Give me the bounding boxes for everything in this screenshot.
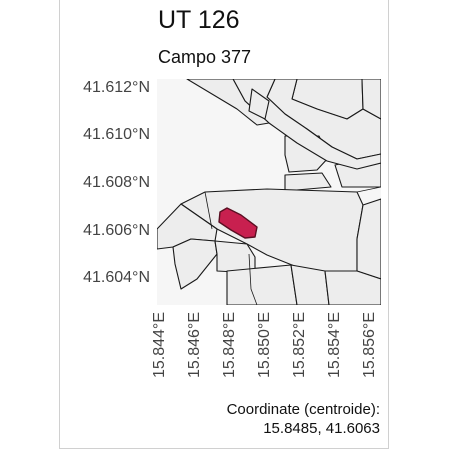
lat-tick-label: 41.608°N xyxy=(83,174,150,191)
lat-tick-label: 41.604°N xyxy=(83,269,150,286)
parcel-boundary xyxy=(356,186,381,193)
lon-tick-label: 15.844°E xyxy=(151,312,168,379)
lon-tick-label: 15.846°E xyxy=(186,312,203,379)
parcel[interactable] xyxy=(290,264,330,305)
lon-tick-label: 15.850°E xyxy=(256,312,273,379)
lon-tick-label: 15.848°E xyxy=(221,312,238,379)
parcel[interactable] xyxy=(186,79,270,126)
lon-tick-label: 15.854°E xyxy=(326,312,343,379)
parcel[interactable] xyxy=(248,88,270,120)
lat-tick-label: 41.606°N xyxy=(83,222,150,239)
parcel[interactable] xyxy=(324,270,381,305)
parcel-map[interactable] xyxy=(157,79,381,305)
highlighted-parcel[interactable] xyxy=(218,207,258,239)
parcel[interactable] xyxy=(361,79,381,120)
lat-tick-label: 41.610°N xyxy=(83,126,150,143)
centroid-value: 15.8485, 41.6063 xyxy=(263,420,380,437)
lon-tick-label: 15.852°E xyxy=(291,312,308,379)
parcel[interactable] xyxy=(226,264,298,305)
parcel[interactable] xyxy=(172,238,218,290)
map-title: UT 126 xyxy=(158,6,240,34)
lat-tick-label: 41.612°N xyxy=(83,79,150,96)
map-frame xyxy=(59,0,389,449)
parcel[interactable] xyxy=(284,172,332,192)
lon-tick-label: 15.856°E xyxy=(361,312,378,379)
centroid-label: Coordinate (centroide): xyxy=(226,401,380,418)
parcel[interactable] xyxy=(232,79,381,170)
parcel-boundary xyxy=(248,253,258,305)
map-subtitle: Campo 377 xyxy=(158,47,252,67)
parcel-boundary xyxy=(204,191,213,230)
